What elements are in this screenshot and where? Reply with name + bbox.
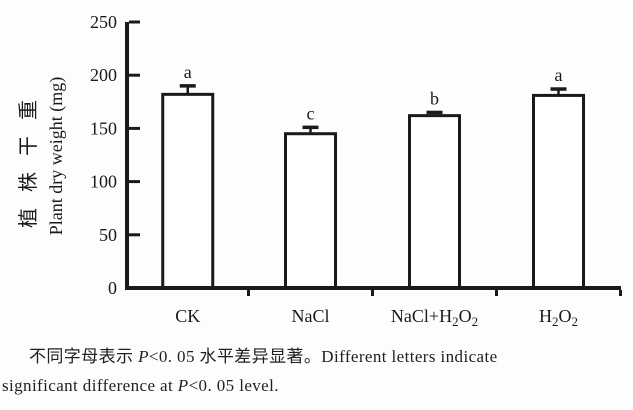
y-tick-label-150: 150: [90, 118, 117, 138]
caption-line-1: 不同字母表示 P<0. 05 水平差异显著。Different letters …: [29, 342, 498, 367]
sig-letter-nacl-h2o2: b: [430, 88, 439, 108]
bar-ck: [161, 92, 215, 290]
bar-nacl: [284, 132, 337, 290]
caption-text: significant difference at: [2, 376, 178, 395]
caption-text: 不同字母表示: [29, 347, 139, 366]
caption-text: <0. 05 level.: [188, 376, 279, 395]
caption-italic-p: P: [177, 376, 189, 395]
x-label-h2o2: H2O2: [539, 306, 578, 329]
sig-letter-nacl: c: [307, 103, 315, 123]
x-label-nacl: NaCl: [292, 306, 330, 326]
y-tick-label-0: 0: [108, 278, 117, 298]
y-tick-label-200: 200: [90, 65, 117, 85]
y-tick-label-100: 100: [90, 172, 117, 192]
bar-h2o2: [532, 93, 585, 290]
y-tick-label-250: 250: [90, 12, 117, 32]
y-tick-label-50: 50: [99, 225, 117, 245]
bar-chart: a CK c NaCl b NaCl+H2O2 a H2O2 0 50 100 150 200 250 植株…: [17, 12, 622, 329]
bar-nacl-h2o2: [408, 114, 461, 290]
y-axis-title-en: Plant dry weight (mg): [46, 77, 67, 235]
x-label-ck: CK: [175, 306, 200, 326]
y-axis-title-cn: 植株干重: [17, 84, 40, 228]
x-label-nacl-h2o2: NaCl+H2O2: [391, 306, 478, 329]
sig-letter-h2o2: a: [555, 65, 563, 85]
caption-italic-p: P: [138, 347, 149, 366]
caption-text: <0. 05 水平差异显著。Different letters indicate: [148, 347, 498, 366]
sig-letter-ck: a: [184, 62, 192, 82]
caption-line-2: significant difference at P<0. 05 level.: [2, 376, 279, 396]
